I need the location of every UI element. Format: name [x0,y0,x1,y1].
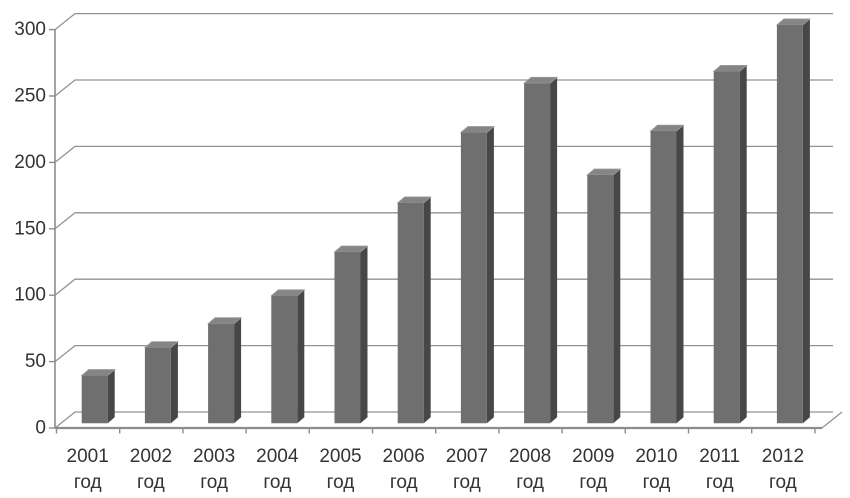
x-axis-label-year: 2009 [572,446,614,467]
bar-side-face [423,196,431,424]
bar-front-face [397,202,424,424]
bar-2008 [523,76,559,424]
bar-side-face [360,245,368,424]
bar-2011 [712,64,748,424]
y-axis-label-150: 150 [14,218,46,239]
bar-side-face [613,168,621,424]
y-gridline-250 [54,79,833,97]
bar-2004 [270,289,306,424]
bar-front-face [650,131,677,424]
y-axis-label-200: 200 [14,152,46,173]
x-axis-label-year: 2004 [256,446,299,467]
bar-side-face [802,18,810,424]
bar-front-face [334,251,361,424]
x-axis-label-year: 2010 [635,446,677,467]
y-axis-label-50: 50 [25,351,46,372]
x-axis-label-year: 2001 [67,446,109,467]
bar-side-face [170,341,178,424]
x-axis-label-suffix: год [706,472,734,493]
bar-2010 [649,124,685,424]
bar-2006 [396,196,432,424]
x-axis-label-year: 2012 [762,446,804,467]
y-gridline-0 [54,411,833,429]
bar-2002 [143,341,179,424]
x-axis-label-year: 2008 [509,446,551,467]
bar-front-face [208,323,235,424]
x-axis-label-suffix: год [200,472,228,493]
x-axis-label-suffix: год [74,472,102,493]
x-axis-label-suffix: год [137,472,165,493]
bar-front-face [713,71,740,424]
y-gridline-150 [54,212,833,230]
x-axis-label-suffix: год [579,472,607,493]
y-gridline-50 [54,344,833,363]
y-gridline-300 [54,12,833,31]
bar-front-face [460,132,487,424]
y-gridline-200 [54,145,833,163]
bar-2007 [459,126,495,424]
bar-side-face [486,126,494,424]
x-axis-label-suffix: год [516,472,544,493]
x-axis-label-year: 2005 [319,446,361,467]
bar-side-face [676,125,684,424]
x-axis-label-year: 2011 [699,446,740,467]
bar-2009 [586,168,622,424]
x-axis-label-suffix: год [769,472,797,493]
x-axis-label-year: 2003 [193,446,235,467]
y-axis-label-0: 0 [35,418,46,439]
bar-front-face [144,347,171,424]
x-axis-label-year: 2007 [446,446,488,467]
x-axis-label-suffix: год [327,472,355,493]
bar-2003 [207,317,243,424]
bar-2005 [333,245,369,424]
x-axis-label-year: 2006 [383,446,425,467]
bar-side-face [297,289,305,424]
y-gridline-100 [54,278,833,296]
x-axis-label-year: 2002 [130,446,172,467]
y-axis-label-250: 250 [14,86,46,107]
bar-front-face [271,295,298,424]
bar-side-face [550,77,558,424]
bar-side-face [739,65,747,424]
bar-2012 [775,18,811,424]
floor-right-edge [821,411,843,429]
x-axis-label-suffix: год [390,472,418,493]
bar-front-face [524,83,551,424]
x-axis-label-suffix: год [453,472,481,493]
x-axis-label-suffix: год [643,472,671,493]
x-axis-label-suffix: год [263,472,291,493]
bar-side-face [234,317,242,424]
bar-front-face [81,375,108,424]
bar-2001 [80,369,116,424]
bar-side-face [107,369,115,424]
y-axis-label-300: 300 [14,19,46,40]
bar-front-face [776,24,803,424]
bar-front-face [587,174,614,424]
y-axis-label-100: 100 [14,285,46,306]
